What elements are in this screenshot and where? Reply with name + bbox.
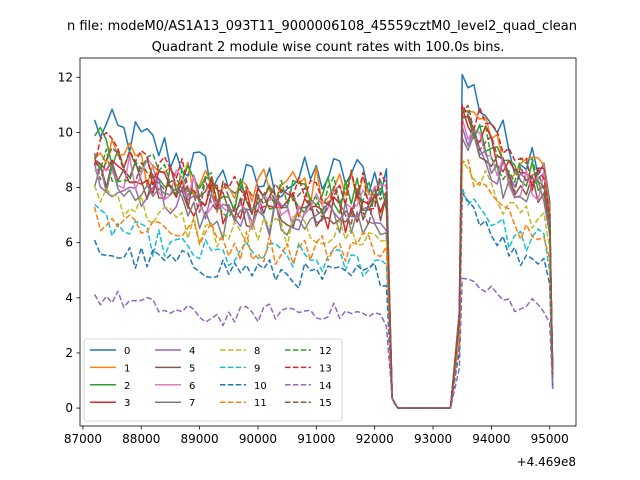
y-tick-label: 4 [65,291,73,305]
series-layer [93,73,554,409]
y-tick-label: 12 [58,70,73,84]
legend-label-1: 1 [124,363,130,374]
x-tick-label: 92000 [356,432,394,446]
x-tick-label: 91000 [297,432,335,446]
x-tick-label: 87000 [64,432,102,446]
legend-label-15: 15 [319,398,332,409]
x-tick-label: 95000 [531,432,569,446]
legend-label-13: 13 [319,363,332,374]
x-tick-label: 90000 [239,432,277,446]
legend-label-14: 14 [319,381,332,392]
x-tick-label: 93000 [414,432,452,446]
x-offset-label: +4.469e8 [517,455,576,469]
y-tick-label: 8 [65,181,73,195]
series-line-15 [93,104,554,409]
x-tick-label: 89000 [181,432,219,446]
y-tick-label: 2 [65,346,73,360]
legend-label-2: 2 [124,381,130,392]
legend-label-4: 4 [189,346,195,357]
series-line-10 [93,192,554,409]
legend-label-7: 7 [189,398,195,409]
legend-label-10: 10 [254,381,267,392]
series-line-7 [93,133,554,409]
legend-label-3: 3 [124,398,130,409]
x-tick-label: 88000 [122,432,160,446]
legend-label-0: 0 [124,346,130,357]
axes-layer: 87000 88000 89000 90000 91000 92000 93000 94000… [58,57,577,446]
series-line-9 [94,186,554,409]
legend-label-11: 11 [254,398,267,409]
series-line-11 [93,159,554,409]
legend-label-5: 5 [189,363,195,374]
y-tick-label: 6 [65,236,73,250]
legend-box [83,338,343,422]
y-tick-label: 0 [65,401,73,415]
legend-label-12: 12 [319,346,332,357]
legend-label-9: 9 [254,363,260,374]
series-line-14 [93,277,554,409]
legend-label-6: 6 [189,381,195,392]
figure-suptitle: n file: modeM0/AS1A13_093T11_9000006108_… [67,19,577,34]
legend-label-8: 8 [254,346,260,357]
series-line-12 [93,109,554,409]
plot-frame [79,57,577,427]
x-tick-label: 94000 [472,432,510,446]
series-line-13 [93,104,554,409]
chart-title: Quadrant 2 module wise count rates with … [152,40,505,55]
y-tick-label: 10 [58,125,73,139]
series-line-8 [93,159,554,409]
